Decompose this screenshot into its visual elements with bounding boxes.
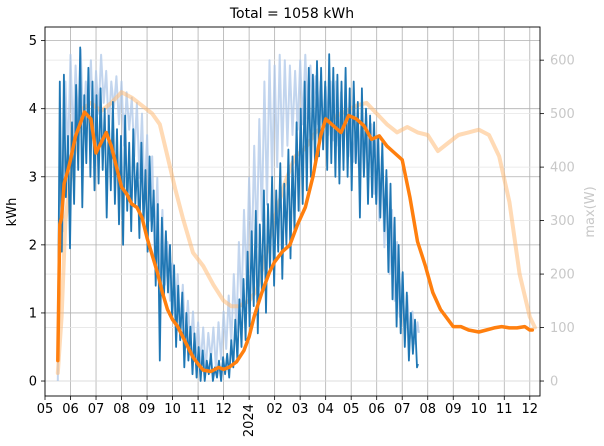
y-left-tick-label: 5: [29, 34, 37, 49]
x-tick-label: 11: [496, 402, 513, 417]
x-tick-label: 10: [470, 402, 487, 417]
series-layer: [55, 46, 537, 382]
y-right-tick-label: 100: [550, 321, 575, 336]
x-tick-label: 08: [419, 402, 436, 417]
y-axis-right-label: max(W): [583, 186, 598, 237]
x-tick-label: 08: [113, 402, 130, 417]
series-avg-kwh-line: [56, 110, 535, 374]
y-axis-left-label: kWh: [5, 198, 20, 227]
x-tick-label: 02: [266, 402, 283, 417]
x-tick-label: 06: [62, 402, 79, 417]
chart-title: Total = 1058 kWh: [229, 6, 354, 22]
y-right-tick-label: 600: [550, 54, 575, 69]
x-tick-label: 09: [445, 402, 462, 417]
y-right-tick-label: 200: [550, 268, 575, 283]
x-tick-label: 03: [292, 402, 309, 417]
y-left-tick-label: 4: [29, 102, 37, 117]
x-tick-label: 06: [368, 402, 385, 417]
x-tick-label: 12: [215, 402, 232, 417]
x-tick-label: 05: [37, 402, 54, 417]
series-max-w-avg-line: [55, 90, 537, 375]
x-tick-label: 10: [164, 402, 181, 417]
axes: 05 06 07 08 09 10 11 12 2024 02 03 04 05 06 07 08 09 10 11…: [29, 34, 575, 437]
y-right-tick-label: 400: [550, 161, 575, 176]
y-right-tick-label: 300: [550, 214, 575, 229]
x-tick-label: 09: [139, 402, 156, 417]
x-tick-label: 07: [88, 402, 105, 417]
y-left-tick-label: 3: [29, 170, 37, 185]
y-right-tick-label: 500: [550, 107, 575, 122]
x-tick-label: 11: [190, 402, 207, 417]
series-max-w-line: [56, 48, 420, 382]
x-tick-label: 12: [522, 402, 539, 417]
x-tick-label: 05: [343, 402, 360, 417]
x-tick-label: 07: [394, 402, 411, 417]
y-left-tick-label: 1: [29, 306, 37, 321]
x-tick-label: 2024: [242, 404, 257, 437]
plot-frame: [44, 26, 541, 397]
y-right-tick-label: 0: [550, 375, 558, 390]
y-left-tick-label: 0: [29, 375, 37, 390]
x-tick-label: 04: [317, 402, 334, 417]
y-left-tick-label: 2: [29, 238, 37, 253]
